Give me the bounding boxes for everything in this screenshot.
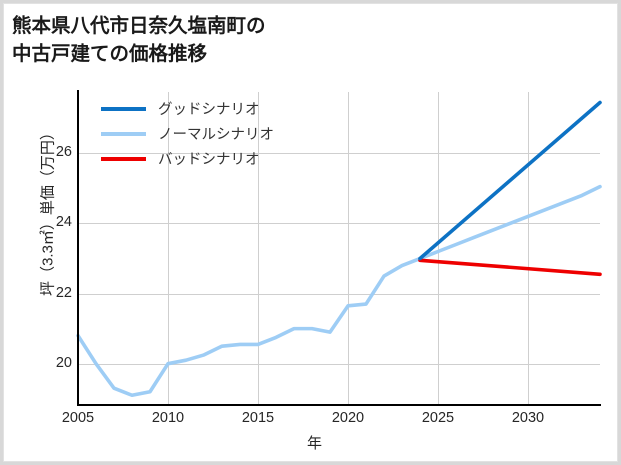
chart-card: 熊本県八代市日奈久塩南町の 中古戸建ての価格推移 20 22 24 26 2005 20… [3, 3, 618, 462]
plot-background [78, 92, 600, 404]
page-title: 熊本県八代市日奈久塩南町の 中古戸建ての価格推移 [12, 15, 266, 66]
gridline-vertical [168, 92, 169, 404]
x-tick-label: 2010 [151, 410, 185, 426]
y-tick-label: 22 [55, 285, 72, 301]
series-line [418, 100, 602, 261]
gridline-vertical [348, 92, 349, 404]
y-tick-label: 24 [55, 214, 72, 230]
legend-label-normal: ノーマルシナリオ [158, 127, 274, 143]
plot-area [76, 92, 602, 404]
x-axis-tick-labels: 2005 2010 2015 2020 2025 2030 [62, 410, 600, 432]
gridline-horizontal [78, 223, 600, 224]
legend-item-bad[interactable]: バッドシナリオ [101, 146, 311, 171]
series-lines [76, 100, 602, 398]
x-tick-label: 2030 [511, 410, 545, 426]
series-line [76, 184, 602, 398]
y-tick-label: 26 [55, 144, 72, 160]
y-axis-tick-labels: 20 22 24 26 [40, 92, 72, 404]
legend-swatch-good [101, 106, 146, 111]
chart-legend: グッドシナリオ ノーマルシナリオ バッドシナリオ [101, 96, 311, 171]
x-tick-label: 2005 [61, 410, 95, 426]
gridline-vertical [438, 92, 439, 404]
gridline-vertical [258, 92, 259, 404]
x-tick-label: 2015 [241, 410, 275, 426]
legend-swatch-bad [101, 156, 146, 161]
legend-swatch-normal [101, 131, 146, 136]
gridline-horizontal [78, 294, 600, 295]
x-axis-title: 年 [306, 435, 322, 452]
gridline-horizontal [78, 364, 600, 365]
x-tick-label: 2025 [421, 410, 455, 426]
gridline-horizontal [78, 153, 600, 154]
legend-label-good: グッドシナリオ [158, 102, 260, 118]
y-tick-label: 20 [55, 355, 72, 371]
y-axis-title: 坪（3.3㎡）単価（万円） [39, 125, 57, 296]
x-tick-label: 2020 [331, 410, 365, 426]
series-line [418, 258, 602, 277]
legend-label-bad: バッドシナリオ [158, 152, 260, 168]
legend-item-good[interactable]: グッドシナリオ [101, 96, 311, 121]
y-axis-line [77, 90, 79, 406]
gridline-vertical [528, 92, 529, 404]
legend-item-normal[interactable]: ノーマルシナリオ [101, 121, 311, 146]
x-axis-line [77, 404, 601, 406]
